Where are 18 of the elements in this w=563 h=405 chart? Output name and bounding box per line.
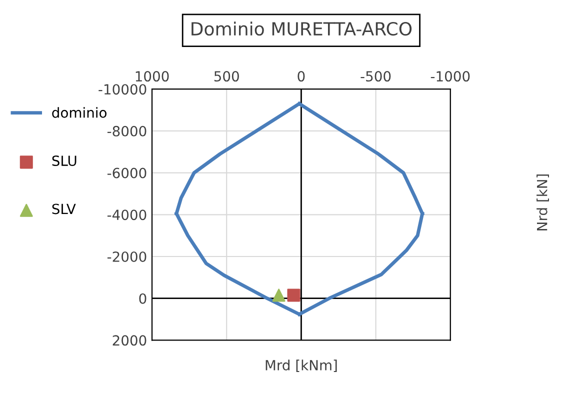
y-tick-label: 2000 — [112, 335, 146, 346]
x-tick-label: -500 — [360, 71, 391, 82]
x-tick-label: 1000 — [136, 71, 169, 82]
legend-label: SLV — [52, 204, 76, 214]
y-tick-label: 0 — [139, 293, 146, 304]
x-axis-title: Mrd [kNm] — [266, 360, 337, 372]
legend-label: dominio — [52, 107, 106, 118]
chart-title: Dominio MURETTA-ARCO — [192, 22, 412, 36]
y-tick-label: -10000 — [98, 84, 146, 95]
y-axis-title: Nrd [kN] — [536, 174, 549, 230]
legend-label: SLU — [52, 156, 76, 166]
y-tick-label: -2000 — [107, 251, 146, 262]
y-tick-label: -8000 — [107, 126, 146, 136]
y-tick-label: -6000 — [107, 168, 146, 178]
x-tick-label: -1000 — [430, 71, 470, 82]
y-tick-label: -4000 — [107, 210, 146, 220]
x-tick-label: 500 — [214, 71, 239, 82]
x-tick-label: 0 — [298, 71, 305, 82]
